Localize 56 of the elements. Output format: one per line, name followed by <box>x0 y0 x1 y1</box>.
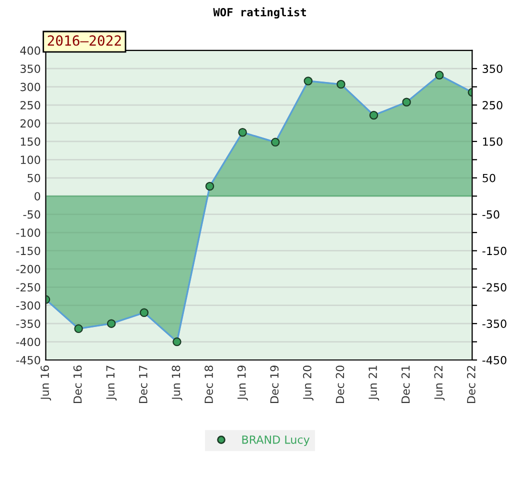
point <box>74 324 83 334</box>
y-tick-label: 200 <box>20 119 40 128</box>
x-tick-label: Dec 19 <box>270 366 279 403</box>
y-tick-label: 350 <box>20 64 40 73</box>
point <box>238 128 247 137</box>
y2-tick-label: -450 <box>482 356 506 364</box>
y-tick-label: 400 <box>20 46 40 55</box>
y2-tick-label: 50 <box>482 174 496 182</box>
x-tick-label: Jun 19 <box>237 366 248 400</box>
x-tick-label: Dec 20 <box>336 366 344 403</box>
y-tick-label: 100 <box>20 156 40 164</box>
x-tick-label: Jun 16 <box>40 366 52 400</box>
point <box>172 337 182 346</box>
point <box>336 80 346 89</box>
y-tick-label: 300 <box>20 82 40 92</box>
y2-tick-label: 250 <box>482 101 502 110</box>
y-tick-label: -300 <box>16 301 40 310</box>
point <box>270 138 280 147</box>
y-tick-label: -400 <box>16 338 40 346</box>
x-tick-label: Dec 22 <box>466 366 476 403</box>
x-tick-label: Dec 16 <box>73 366 82 403</box>
y2-tick-label: -250 <box>482 283 506 292</box>
x-tick-label: Dec 17 <box>139 366 148 403</box>
x-tick-label: Jun 21 <box>368 366 380 400</box>
x-tick-label: Jun 20 <box>302 366 314 400</box>
point <box>205 182 214 191</box>
x-tick-label: Jun 17 <box>106 366 117 400</box>
point <box>304 76 313 86</box>
point <box>402 98 411 106</box>
x-tick-label: Jun 18 <box>172 366 182 400</box>
y-tick-label: 150 <box>20 137 40 146</box>
y-tick-label: -100 <box>16 228 40 237</box>
y-tick-label: 0 <box>34 192 40 200</box>
y-tick-label: -450 <box>16 356 40 364</box>
y-tick-label: -250 <box>16 283 40 292</box>
y-tick-label: -150 <box>16 246 40 256</box>
y2-tick-label: 150 <box>483 137 502 146</box>
y2-tick-label: 350 <box>482 64 502 73</box>
point <box>106 319 116 328</box>
y-tick-label: 50 <box>28 174 40 182</box>
text: 2016–2022 <box>48 35 121 46</box>
point <box>434 70 444 80</box>
chart-title: WOF ratinglist <box>213 7 306 19</box>
point <box>369 110 378 120</box>
point <box>140 308 149 318</box>
x-tick-label: Dec 21 <box>401 366 410 403</box>
y2-tick-label: -150 <box>482 246 506 256</box>
y-tick-label: -200 <box>16 264 40 274</box>
legend-label: BRAND Lucy <box>242 436 310 446</box>
y-tick-label: 250 <box>20 101 40 110</box>
x-tick-label: Dec 18 <box>204 366 213 403</box>
y-tick-label: -50 <box>23 210 40 219</box>
x-tick-label: Jun 22 <box>434 366 445 400</box>
y2-tick-label: -50 <box>482 210 500 219</box>
y2-tick-label: -350 <box>482 320 506 328</box>
y-tick-label: -350 <box>16 320 40 328</box>
